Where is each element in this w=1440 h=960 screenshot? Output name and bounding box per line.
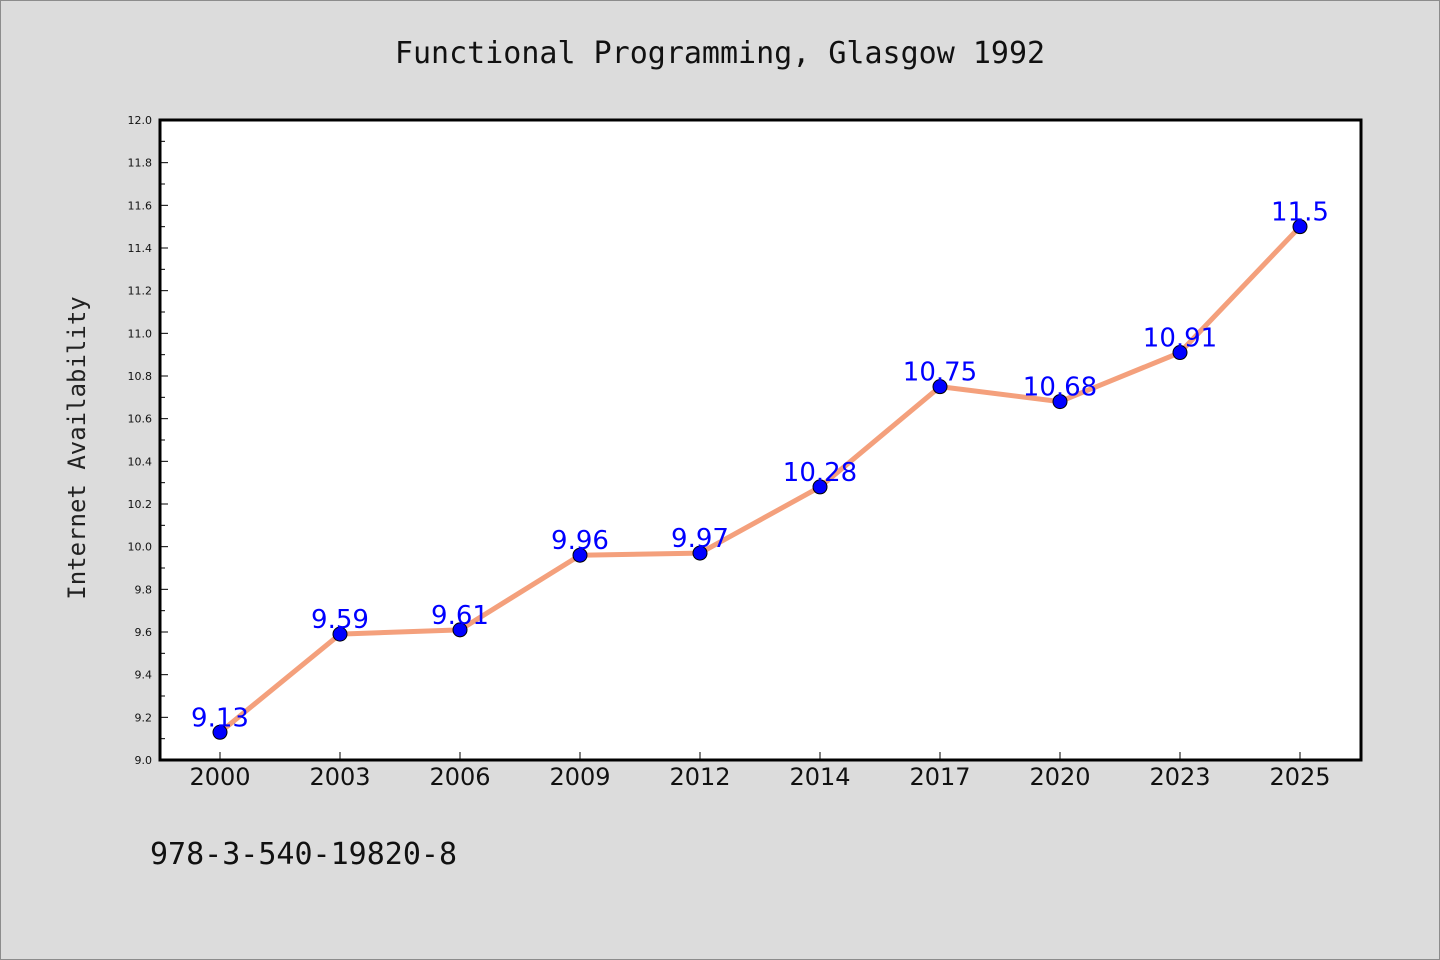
y-tick-label: 9.2 — [135, 711, 153, 724]
data-point — [212, 724, 228, 740]
x-tick-label: 2017 — [909, 763, 970, 791]
data-label: 9.13 — [191, 703, 249, 733]
x-tick-label: 2025 — [1269, 763, 1330, 791]
data-point — [572, 547, 588, 563]
y-tick-label: 11.8 — [128, 157, 153, 170]
y-tick-label: 11.2 — [128, 285, 153, 298]
y-tick-label: 9.8 — [135, 583, 153, 596]
data-label: 10.75 — [903, 358, 977, 388]
data-label: 9.61 — [431, 601, 489, 631]
y-tick-label: 11.6 — [128, 199, 153, 212]
x-tick-label: 2006 — [429, 763, 490, 791]
data-label: 11.5 — [1271, 198, 1329, 228]
y-tick-label: 9.0 — [135, 754, 153, 767]
data-label: 9.97 — [671, 524, 729, 554]
y-tick-label: 11.4 — [128, 242, 153, 255]
x-tick-label: 2009 — [549, 763, 610, 791]
y-tick-label: 10.2 — [128, 498, 153, 511]
y-tick-label: 10.4 — [128, 455, 153, 468]
data-point — [452, 622, 468, 638]
y-tick-label: 10.0 — [128, 541, 153, 554]
x-tick-label: 2020 — [1029, 763, 1090, 791]
x-axis-ticks: 2000 2003 2006 2009 2012 2014 2017 2020 2023 2025 — [189, 752, 1331, 791]
plot-area — [158, 118, 1363, 762]
data-point — [932, 379, 948, 395]
y-tick-label: 9.4 — [135, 669, 153, 682]
data-label: 10.28 — [783, 458, 857, 488]
y-tick-label: 9.6 — [135, 626, 153, 639]
data-point — [812, 479, 828, 495]
y-axis-label: Internet Availability — [63, 296, 91, 599]
y-tick-label: 11.0 — [128, 327, 153, 340]
data-label: 10.91 — [1143, 324, 1217, 354]
series-line — [217, 224, 1303, 735]
data-point — [1052, 394, 1068, 410]
data-label: 9.59 — [311, 605, 369, 635]
data-point — [332, 626, 348, 642]
data-point — [692, 545, 708, 561]
data-labels: 9.13 9.59 9.61 9.96 9.97 10.28 10.75 10.68 10.91… — [191, 198, 1329, 734]
x-tick-label: 2023 — [1149, 763, 1210, 791]
data-label: 10.68 — [1023, 373, 1097, 403]
data-markers — [212, 219, 1308, 740]
y-tick-label: 10.8 — [128, 370, 153, 383]
chart-title: Functional Programming, Glasgow 1992 — [395, 36, 1045, 71]
data-label: 9.96 — [551, 526, 609, 556]
x-tick-label: 2003 — [309, 763, 370, 791]
x-tick-label: 2014 — [789, 763, 850, 791]
footer-isbn: 978-3-540-19820-8 — [150, 837, 457, 872]
y-tick-label: 12.0 — [128, 114, 153, 127]
x-tick-label: 2012 — [669, 763, 730, 791]
data-point — [1292, 219, 1308, 235]
x-tick-label: 2000 — [189, 763, 250, 791]
y-tick-label: 10.6 — [128, 413, 153, 426]
data-point — [1172, 345, 1188, 361]
y-axis-ticks: 9.0 9.2 9.4 9.6 9.8 10.0 10.2 10.4 10.6 10.8 11.0 1… — [128, 114, 168, 767]
